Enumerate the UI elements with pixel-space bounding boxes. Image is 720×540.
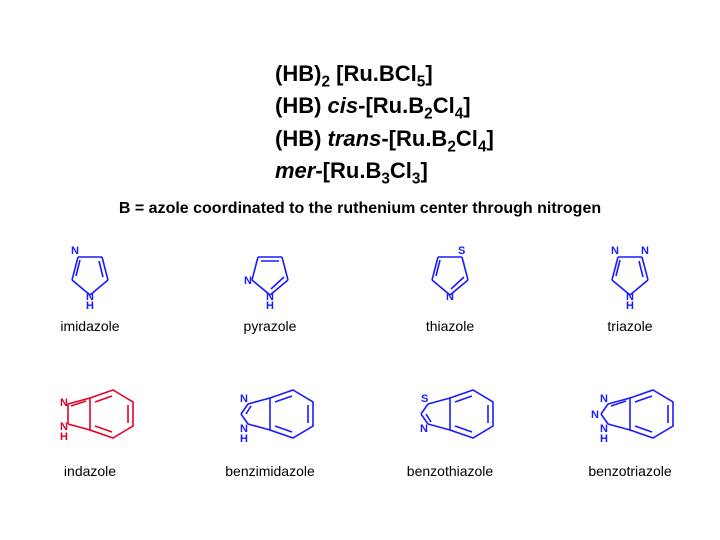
svg-text:N: N — [641, 245, 649, 257]
imidazole-icon: N H N — [55, 240, 125, 310]
mol-triazole: N H N N triazole — [545, 240, 715, 334]
mol-benzimidazole: N N H benzimidazole — [185, 380, 355, 479]
benzotriazole-icon: N N N H — [575, 380, 685, 455]
benzothiazole-icon: S N — [395, 380, 505, 455]
mol-imidazole: N H N imidazole — [5, 240, 175, 334]
svg-text:N: N — [420, 423, 428, 435]
azole-row-2: N N H indazole N N H — [0, 380, 720, 479]
pyrazole-icon: N H N — [235, 240, 305, 310]
benzimidazole-label: benzimidazole — [225, 463, 315, 479]
svg-text:N: N — [446, 291, 454, 303]
svg-text:S: S — [421, 393, 428, 405]
formula-2: (HB) cis-[Ru.B2Cl4] — [275, 92, 494, 124]
svg-text:N: N — [244, 275, 252, 287]
svg-text:H: H — [240, 433, 248, 445]
svg-text:H: H — [600, 433, 608, 445]
mol-benzothiazole: S N benzothiazole — [365, 380, 535, 479]
svg-text:N: N — [600, 393, 608, 405]
svg-text:N: N — [60, 397, 68, 409]
svg-text:S: S — [458, 245, 465, 257]
mol-thiazole: N S thiazole — [365, 240, 535, 334]
thiazole-icon: N S — [415, 240, 485, 310]
triazole-icon: N H N N — [595, 240, 665, 310]
pyrazole-label: pyrazole — [244, 318, 297, 334]
formula-3: (HB) trans-[Ru.B2Cl4] — [275, 125, 494, 157]
imidazole-label: imidazole — [60, 318, 119, 334]
svg-text:N: N — [71, 245, 79, 257]
svg-text:N: N — [591, 409, 599, 421]
svg-text:H: H — [626, 300, 634, 310]
indazole-label: indazole — [64, 463, 116, 479]
indazole-icon: N N H — [35, 380, 145, 455]
svg-text:N: N — [240, 393, 248, 405]
formula-list: (HB)2 [Ru.BCl5] (HB) cis-[Ru.B2Cl4] (HB)… — [275, 60, 494, 190]
mol-pyrazole: N H N pyrazole — [185, 240, 355, 334]
formula-1: (HB)2 [Ru.BCl5] — [275, 60, 494, 92]
mol-indazole: N N H indazole — [5, 380, 175, 479]
benzothiazole-label: benzothiazole — [407, 463, 493, 479]
svg-text:N: N — [611, 245, 619, 257]
triazole-label: triazole — [607, 318, 652, 334]
formula-4: mer-[Ru.B3Cl3] — [275, 157, 494, 189]
svg-text:H: H — [60, 431, 68, 443]
svg-text:H: H — [86, 300, 94, 310]
benzimidazole-icon: N N H — [215, 380, 325, 455]
svg-text:H: H — [266, 300, 274, 310]
azole-row-1: N H N imidazole N H N pyrazol — [0, 240, 720, 334]
description-line: B = azole coordinated to the ruthenium c… — [0, 200, 720, 218]
mol-benzotriazole: N N N H benzotriazole — [545, 380, 715, 479]
thiazole-label: thiazole — [426, 318, 474, 334]
benzotriazole-label: benzotriazole — [588, 463, 671, 479]
